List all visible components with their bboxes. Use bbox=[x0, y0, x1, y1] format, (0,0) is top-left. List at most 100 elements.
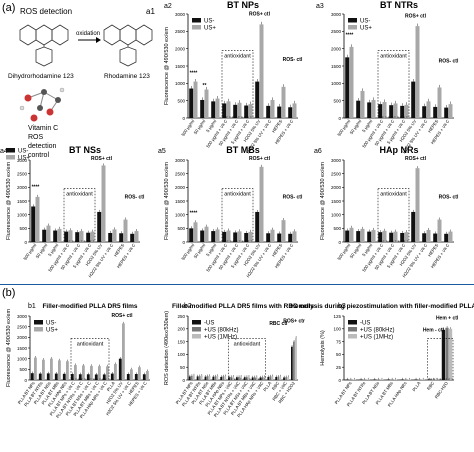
bar bbox=[204, 376, 207, 380]
dihydrorhodamine-molecule-icon bbox=[19, 24, 69, 67]
y-tick-label: 2500 bbox=[17, 324, 28, 329]
bar bbox=[267, 376, 270, 380]
x-tick-label: 500 μg/ml bbox=[180, 243, 195, 261]
bar bbox=[134, 231, 139, 242]
bar bbox=[189, 228, 194, 242]
y-tick-label: 500 bbox=[19, 367, 27, 372]
bar bbox=[426, 229, 431, 242]
bar bbox=[285, 377, 287, 380]
bar bbox=[233, 232, 238, 242]
x-tick-label: RBC bbox=[271, 381, 280, 391]
y-tick-label: 1000 bbox=[175, 81, 186, 86]
chart-a5: BT MBs a5 0 500 1000 1500 2000 2500 3000 Fluoresc… bbox=[158, 145, 303, 278]
bar bbox=[400, 379, 404, 380]
bar bbox=[345, 57, 350, 118]
y-tick-label: 2500 bbox=[175, 171, 186, 176]
y-tick-label: 75 bbox=[336, 339, 342, 344]
legend-label: US- bbox=[204, 18, 214, 24]
bar bbox=[448, 328, 453, 380]
bar bbox=[389, 232, 394, 242]
y-tick-label: 500 bbox=[19, 226, 27, 231]
bar bbox=[240, 376, 242, 380]
panel-label: b3 bbox=[338, 303, 346, 310]
bar bbox=[421, 379, 425, 380]
section-separator bbox=[0, 284, 474, 285]
legend-label: US- bbox=[46, 320, 56, 326]
bar bbox=[380, 379, 384, 380]
bar bbox=[426, 101, 431, 118]
x-tick-label: 50 μg/ml bbox=[193, 243, 207, 259]
bar bbox=[58, 360, 61, 380]
bar bbox=[74, 365, 77, 380]
y-tick-label: 1000 bbox=[17, 356, 28, 361]
bar bbox=[193, 81, 198, 118]
panel-label: b1 bbox=[28, 303, 36, 310]
bar bbox=[378, 104, 383, 118]
reactant-label: Dihydrorhodamine 123 bbox=[8, 73, 74, 80]
bar bbox=[226, 101, 231, 118]
antioxidant-label: antioxidant bbox=[380, 53, 407, 59]
bar bbox=[253, 377, 256, 380]
bar bbox=[214, 376, 217, 380]
bar bbox=[373, 379, 377, 380]
rhodamine-molecule-icon bbox=[103, 24, 153, 67]
y-tick-label: 1000 bbox=[331, 212, 342, 217]
bar bbox=[415, 168, 420, 242]
bar bbox=[212, 376, 215, 380]
y-axis-label: Fluorescence @ 490/530 ex/em bbox=[6, 162, 12, 240]
y-tick-label: 500 bbox=[333, 98, 341, 103]
antioxidant-label: antioxidant bbox=[224, 53, 251, 59]
bar bbox=[200, 375, 203, 380]
bar bbox=[35, 196, 40, 242]
legend-swatch bbox=[192, 18, 201, 23]
y-tick-label: 50 bbox=[336, 352, 342, 357]
y-tick-label: 2000 bbox=[175, 46, 186, 51]
bar bbox=[222, 103, 227, 118]
legend-swatch bbox=[348, 327, 357, 332]
ros-detection-schematic: ROS detection a1 Dihydrorhodamine 123 ox… bbox=[8, 7, 155, 159]
bar bbox=[228, 377, 230, 380]
schematic-heading: ROS detection bbox=[20, 7, 72, 16]
bar bbox=[130, 233, 135, 242]
chart-title: BT MBs bbox=[226, 145, 260, 155]
annotation: ** bbox=[203, 83, 207, 89]
bar bbox=[400, 232, 405, 242]
bar bbox=[389, 105, 394, 118]
annotation: ROS+ ctr bbox=[283, 318, 305, 324]
bar bbox=[62, 373, 66, 380]
bar bbox=[404, 232, 409, 242]
bar bbox=[371, 99, 376, 118]
legend-label: +US (1MHz) bbox=[360, 334, 393, 340]
bar bbox=[78, 374, 82, 380]
bar bbox=[238, 376, 240, 380]
bar bbox=[31, 206, 36, 242]
y-tick-label: 1500 bbox=[17, 346, 28, 351]
chart-a4: BT NSs a4 0 500 1000 1500 2000 2500 3000 Fluoresc… bbox=[0, 145, 145, 278]
annotation: RBC ctl bbox=[269, 321, 288, 327]
bar bbox=[411, 81, 416, 118]
y-tick-label: 1500 bbox=[331, 64, 342, 69]
x-tick-label: PLLA bbox=[262, 381, 272, 393]
bar bbox=[222, 376, 225, 380]
bar bbox=[215, 98, 220, 118]
bar bbox=[247, 376, 250, 380]
bar bbox=[279, 376, 282, 380]
bar bbox=[382, 102, 387, 118]
bar bbox=[295, 337, 297, 380]
bar bbox=[414, 379, 418, 380]
bar bbox=[226, 230, 231, 242]
bar bbox=[288, 107, 293, 118]
annotation: ROS- ctl bbox=[439, 194, 459, 200]
bar bbox=[444, 107, 449, 118]
bar bbox=[382, 230, 387, 242]
bar bbox=[437, 219, 442, 242]
y-tick-label: 3000 bbox=[175, 158, 186, 163]
antioxidant-bracket bbox=[63, 188, 96, 242]
bar bbox=[46, 373, 50, 380]
section-a-label: (a) bbox=[2, 2, 16, 14]
bar bbox=[266, 105, 271, 118]
legend-label: US- bbox=[18, 148, 28, 154]
bar bbox=[204, 226, 209, 242]
bar bbox=[433, 233, 438, 242]
x-tick-label: PLLA bbox=[411, 381, 421, 393]
